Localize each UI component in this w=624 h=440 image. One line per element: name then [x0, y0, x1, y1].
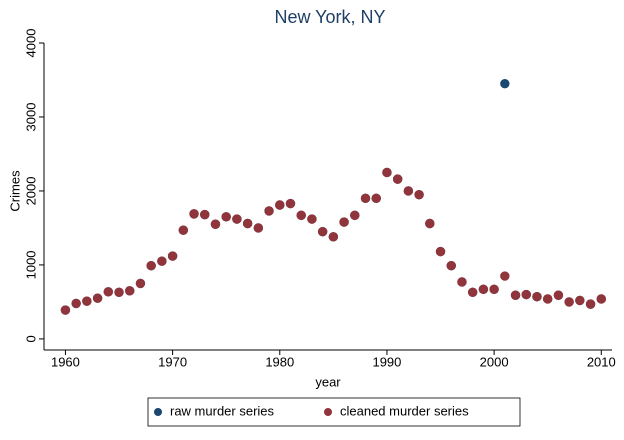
point [339, 217, 349, 227]
point [489, 284, 499, 295]
point [500, 78, 510, 89]
point [157, 256, 167, 266]
point [82, 296, 92, 306]
y-tick-label: 2000 [23, 176, 38, 205]
point [253, 223, 264, 233]
point [167, 251, 178, 261]
point [210, 219, 221, 229]
legend-marker [324, 408, 332, 416]
x-tick-label: 1970 [158, 354, 187, 369]
point [532, 292, 542, 302]
point [575, 295, 585, 306]
point [264, 206, 274, 216]
point [435, 246, 446, 257]
point [275, 200, 285, 210]
chart-title: New York, NY [274, 7, 385, 27]
point [478, 284, 489, 295]
legend-box [147, 397, 521, 427]
legend-label: raw murder series [170, 403, 275, 418]
x-tick-label: 1960 [51, 354, 80, 369]
point [285, 198, 296, 209]
point [60, 305, 71, 315]
point [360, 193, 371, 204]
point [510, 290, 521, 300]
point [371, 193, 381, 204]
point [542, 294, 553, 304]
x-tick-label: 1990 [372, 354, 401, 369]
y-axis-label: Crimes [7, 170, 22, 212]
x-tick-label: 2000 [480, 354, 509, 369]
point [467, 287, 478, 297]
point [425, 218, 435, 229]
y-tick-label: 0 [23, 335, 38, 342]
point [135, 278, 146, 289]
point [200, 209, 210, 220]
point [221, 212, 231, 222]
point [103, 287, 114, 297]
point [296, 210, 306, 221]
point [382, 167, 392, 178]
y-tick-label: 4000 [23, 29, 38, 58]
point [178, 225, 189, 235]
point [328, 232, 339, 242]
point [585, 299, 596, 309]
x-axis-label: year [315, 374, 341, 389]
point [521, 289, 531, 300]
legend-marker [154, 408, 162, 416]
point [307, 214, 317, 224]
point [446, 260, 456, 271]
point [596, 294, 606, 304]
point [114, 287, 124, 297]
point [189, 209, 199, 219]
point [146, 260, 156, 271]
y-tick-label: 3000 [23, 103, 38, 132]
point [553, 290, 564, 300]
point [242, 218, 253, 229]
point [403, 186, 414, 196]
point [71, 298, 81, 309]
x-tick-label: 2010 [587, 354, 616, 369]
legend-label: cleaned murder series [340, 403, 469, 418]
point [350, 210, 360, 221]
y-tick-label: 1000 [23, 250, 38, 279]
x-tick-label: 1980 [265, 354, 294, 369]
point [500, 271, 510, 281]
point [317, 226, 328, 237]
point [564, 297, 574, 307]
point [125, 286, 135, 296]
point [392, 174, 403, 184]
point [232, 214, 242, 224]
point [92, 293, 103, 303]
point [414, 189, 424, 200]
point [457, 277, 467, 287]
